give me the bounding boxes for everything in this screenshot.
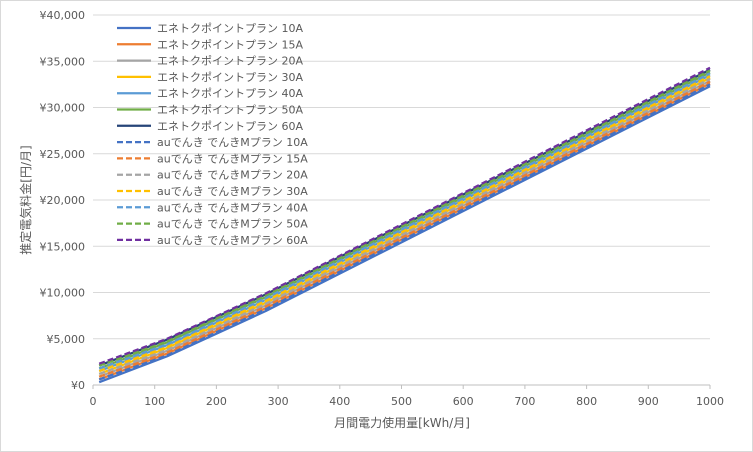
x-tick-label: 1000	[696, 395, 724, 408]
series-line	[98, 69, 711, 367]
legend-label: auでんき でんきMプラン 10A	[157, 136, 308, 149]
series-layer	[98, 66, 711, 384]
x-tick-label: 300	[268, 395, 289, 408]
y-tick-label: ¥15,000	[40, 240, 86, 253]
legend-label: エネトクポイントプラン 60A	[157, 120, 303, 133]
y-tick-label: ¥10,000	[40, 287, 86, 300]
x-tick-label: 600	[453, 395, 474, 408]
legend-label: auでんき でんきMプラン 50A	[157, 218, 308, 231]
x-tick-label: 0	[90, 395, 97, 408]
legend-label: エネトクポイントプラン 30A	[157, 71, 303, 84]
y-tick-label: ¥35,000	[40, 55, 86, 68]
x-tick-label: 100	[144, 395, 165, 408]
y-tick-label: ¥25,000	[40, 148, 86, 161]
y-tick-label: ¥40,000	[40, 9, 86, 22]
legend-label: auでんき でんきMプラン 60A	[157, 234, 308, 247]
legend-label: auでんき でんきMプラン 20A	[157, 169, 308, 182]
legend-label: エネトクポイントプラン 20A	[157, 55, 303, 68]
y-tick-label: ¥30,000	[40, 102, 86, 115]
legend-label: auでんき でんきMプラン 30A	[157, 185, 308, 198]
legend: エネトクポイントプラン 10A エネトクポイントプラン 15A エネトクポイントプラ…	[117, 22, 308, 247]
series-line	[98, 72, 711, 370]
legend-label: auでんき でんきMプラン 40A	[157, 201, 308, 214]
legend-label: エネトクポイントプラン 40A	[157, 87, 303, 100]
x-tick-label: 500	[391, 395, 412, 408]
series-line	[98, 83, 711, 381]
y-tick-label: ¥0	[71, 379, 85, 392]
legend-label: エネトクポイントプラン 10A	[157, 22, 303, 35]
series-line	[98, 85, 711, 384]
y-tick-label: ¥20,000	[40, 194, 86, 207]
y-tick-label: ¥5,000	[47, 333, 86, 346]
x-tick-label: 400	[329, 395, 350, 408]
legend-label: エネトクポイントプラン 50A	[157, 104, 303, 117]
x-tick-label: 900	[638, 395, 659, 408]
series-line	[98, 77, 711, 375]
axes: ¥0 ¥5,000 ¥10,000 ¥15,000 ¥20,000 ¥25,000 ¥30,…	[40, 9, 725, 408]
series-line	[98, 75, 711, 373]
legend-label: エネトクポイントプラン 15A	[157, 38, 303, 51]
y-axis-title: 推定電気料金[円/月]	[18, 145, 33, 254]
x-tick-label: 800	[576, 395, 597, 408]
series-line	[98, 80, 711, 378]
x-axis-title: 月間電力使用量[kWh/月]	[334, 415, 470, 430]
legend-label: auでんき でんきMプラン 15A	[157, 152, 308, 165]
x-tick-label: 700	[514, 395, 535, 408]
series-line	[98, 66, 711, 365]
x-tick-label: 200	[206, 395, 227, 408]
